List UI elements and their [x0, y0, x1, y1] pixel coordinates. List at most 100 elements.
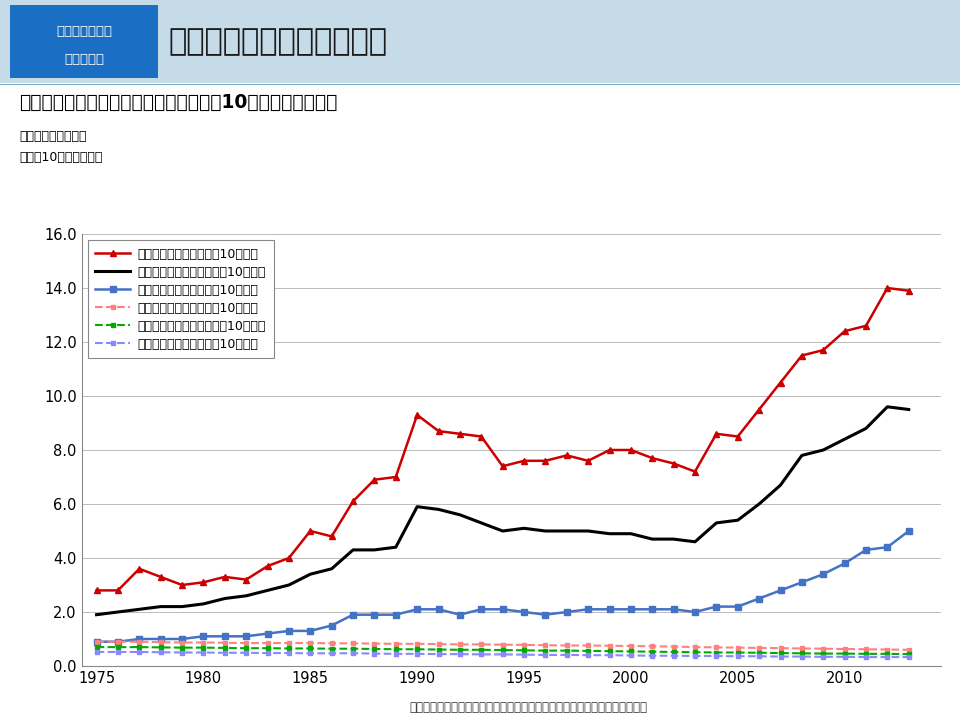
Text: 甲状腺に関する: 甲状腺に関する	[56, 25, 112, 38]
Text: 基礎的情報: 基礎的情報	[64, 53, 104, 66]
罹患率：男性　（対人口10万人）	[775, 586, 786, 595]
罹患率：女性　（対人口10万人）	[262, 562, 274, 570]
死亡率：女性　（対人口10万人）	[732, 644, 743, 652]
死亡率：女性　（対人口10万人）	[454, 640, 466, 649]
罹患率：男女計　（対人口10万人）	[903, 405, 915, 414]
死亡率：男女計　（対人口10万人）	[240, 644, 252, 652]
死亡率：男性　（対人口10万人）	[283, 649, 295, 657]
罹患率：男性　（対人口10万人）	[112, 637, 124, 646]
罹患率：男女計　（対人口10万人）	[818, 446, 829, 454]
死亡率：男女計　（対人口10万人）	[348, 644, 359, 653]
罹患率：女性　（対人口10万人）	[860, 322, 872, 330]
死亡率：男女計　（対人口10万人）	[262, 644, 274, 652]
死亡率：女性　（対人口10万人）	[348, 639, 359, 648]
死亡率：男女計　（対人口10万人）	[325, 644, 337, 653]
罹患率：女性　（対人口10万人）	[540, 456, 551, 465]
死亡率：男女計　（対人口10万人）	[860, 649, 872, 658]
死亡率：男女計　（対人口10万人）	[177, 644, 188, 652]
死亡率：男女計　（対人口10万人）	[390, 645, 401, 654]
罹患率：男女計　（対人口10万人）	[583, 527, 594, 536]
死亡率：女性　（対人口10万人）	[646, 642, 658, 651]
死亡率：男性　（対人口10万人）	[433, 649, 444, 658]
死亡率：男女計　（対人口10万人）	[732, 648, 743, 657]
罹患率：男女計　（対人口10万人）	[881, 402, 893, 411]
死亡率：女性　（対人口10万人）	[518, 641, 530, 649]
罹患率：男性　（対人口10万人）	[177, 635, 188, 644]
罹患率：女性　（対人口10万人）	[240, 575, 252, 584]
罹患率：男性　（対人口10万人）	[668, 605, 680, 613]
罹患率：男性　（対人口10万人）	[583, 605, 594, 613]
死亡率：男性　（対人口10万人）	[710, 652, 722, 660]
死亡率：男女計　（対人口10万人）	[454, 645, 466, 654]
罹患率：女性　（対人口10万人）	[818, 346, 829, 354]
Bar	[0, 84, 960, 85]
死亡率：女性　（対人口10万人）	[604, 642, 615, 650]
罹患率：女性　（対人口10万人）	[839, 327, 851, 336]
罹患率：男性　（対人口10万人）	[304, 626, 316, 635]
死亡率：女性　（対人口10万人）	[369, 639, 380, 648]
罹患率：男女計　（対人口10万人）	[412, 503, 423, 511]
罹患率：男女計　（対人口10万人）	[454, 510, 466, 519]
死亡率：女性　（対人口10万人）	[240, 639, 252, 647]
罹患率：男女計　（対人口10万人）	[646, 535, 658, 544]
死亡率：男性　（対人口10万人）	[240, 649, 252, 657]
死亡率：男性　（対人口10万人）	[262, 649, 274, 657]
罹患率：女性　（対人口10万人）	[561, 451, 572, 460]
罹患率：女性　（対人口10万人）	[91, 586, 103, 595]
罹患率：男女計　（対人口10万人）	[262, 586, 274, 595]
罹患率：男女計　（対人口10万人）	[304, 570, 316, 579]
死亡率：男性　（対人口10万人）	[304, 649, 316, 657]
罹患率：女性　（対人口10万人）	[796, 351, 807, 360]
死亡率：男性　（対人口10万人）	[497, 650, 509, 659]
罹患率：男性　（対人口10万人）	[219, 632, 230, 641]
罹患率：男性　（対人口10万人）	[262, 629, 274, 638]
罹患率：男女計　（対人口10万人）	[155, 602, 166, 611]
罹患率：男性　（対人口10万人）	[155, 635, 166, 644]
死亡率：男女計　（対人口10万人）	[668, 648, 680, 657]
罹患率：男女計　（対人口10万人）	[369, 546, 380, 554]
死亡率：女性　（対人口10万人）	[475, 640, 487, 649]
死亡率：男性　（対人口10万人）	[668, 652, 680, 660]
死亡率：女性　（対人口10万人）	[177, 638, 188, 647]
罹患率：男女計　（対人口10万人）	[177, 602, 188, 611]
罹患率：女性　（対人口10万人）	[325, 532, 337, 541]
死亡率：男性　（対人口10万人）	[646, 652, 658, 660]
死亡率：男女計　（対人口10万人）	[625, 647, 636, 656]
罹患率：男女計　（対人口10万人）	[668, 535, 680, 544]
死亡率：男女計　（対人口10万人）	[903, 649, 915, 658]
死亡率：女性　（対人口10万人）	[497, 640, 509, 649]
死亡率：女性　（対人口10万人）	[198, 638, 209, 647]
死亡率：女性　（対人口10万人）	[561, 641, 572, 649]
死亡率：男女計　（対人口10万人）	[283, 644, 295, 653]
罹患率：女性　（対人口10万人）	[198, 578, 209, 587]
死亡率：女性　（対人口10万人）	[625, 642, 636, 650]
罹患率：男女計　（対人口10万人）	[198, 600, 209, 608]
罹患率：女性　（対人口10万人）	[454, 429, 466, 438]
罹患率：女性　（対人口10万人）	[283, 554, 295, 562]
罹患率：男性　（対人口10万人）	[390, 611, 401, 619]
死亡率：男性　（対人口10万人）	[561, 651, 572, 660]
罹患率：男女計　（対人口10万人）	[796, 451, 807, 460]
死亡率：男女計　（対人口10万人）	[133, 643, 145, 652]
死亡率：女性　（対人口10万人）	[219, 639, 230, 647]
罹患率：男女計　（対人口10万人）	[475, 518, 487, 527]
死亡率：男性　（対人口10万人）	[796, 652, 807, 661]
Line: 死亡率：男性　（対人口10万人）: 死亡率：男性 （対人口10万人）	[94, 650, 911, 660]
罹患率：男性　（対人口10万人）	[475, 605, 487, 613]
罹患率：女性　（対人口10万人）	[668, 459, 680, 468]
死亡率：男女計　（対人口10万人）	[198, 644, 209, 652]
罹患率：女性　（対人口10万人）	[412, 410, 423, 419]
罹患率：男女計　（対人口10万人）	[219, 594, 230, 603]
死亡率：男女計　（対人口10万人）	[412, 645, 423, 654]
死亡率：男女計　（対人口10万人）	[561, 647, 572, 655]
Text: （人口10万人あたり）: （人口10万人あたり）	[19, 150, 103, 163]
死亡率：男性　（対人口10万人）	[112, 648, 124, 657]
死亡率：女性　（対人口10万人）	[839, 644, 851, 653]
罹患率：女性　（対人口10万人）	[475, 432, 487, 441]
罹患率：男女計　（対人口10万人）	[860, 424, 872, 433]
罹患率：女性　（対人口10万人）	[112, 586, 124, 595]
罹患率：男性　（対人口10万人）	[198, 632, 209, 641]
罹患率：男性　（対人口10万人）	[283, 626, 295, 635]
Text: （罹患率・死亡率）: （罹患率・死亡率）	[19, 130, 86, 143]
死亡率：女性　（対人口10万人）	[689, 643, 701, 652]
